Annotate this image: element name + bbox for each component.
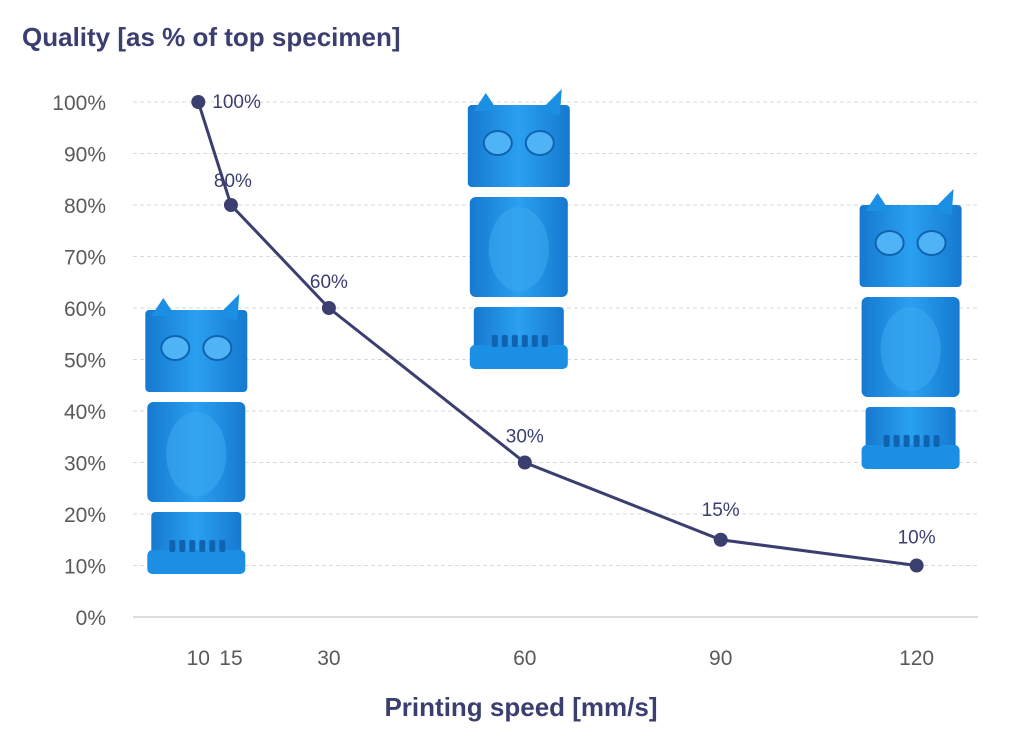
owl-specimen-60mms [467, 89, 570, 369]
owl-pedestal [861, 445, 960, 469]
data-point [223, 198, 238, 212]
owl-ear-left [473, 93, 498, 111]
y-tick-label: 60% [64, 298, 106, 321]
owl-eye-right [916, 230, 947, 256]
y-tick-label: 50% [64, 350, 106, 373]
owl-claw [923, 435, 930, 447]
x-tick-label: 15 [219, 647, 242, 670]
y-tick-label: 100% [52, 92, 106, 115]
owl-pedestal [469, 345, 568, 369]
y-tick-label: 80% [64, 195, 106, 218]
owl-belly [880, 307, 941, 391]
owl-belly [488, 207, 549, 291]
owl-head-panel [145, 310, 248, 392]
owl-claw [521, 335, 528, 347]
y-tick-label: 40% [64, 401, 106, 424]
data-point [713, 532, 728, 547]
x-tick-label: 120 [899, 647, 934, 670]
owl-claw [219, 540, 226, 552]
owl-head-panel [859, 205, 962, 287]
y-tick-label: 0% [76, 607, 106, 630]
owl-claw [169, 540, 176, 552]
owl-ear-right [217, 294, 240, 320]
owl-claw [209, 540, 216, 552]
owl-specimen-120mms [859, 189, 962, 469]
owl-ear-right [539, 89, 562, 115]
data-point [191, 95, 206, 109]
x-tick-labels: 10 15 30 60 90 120 [187, 647, 935, 670]
x-axis-label: Printing speed [mm/s] [384, 692, 657, 722]
y-tick-label: 20% [64, 504, 106, 527]
y-tick-label: 90% [64, 144, 106, 167]
owl-claw [501, 335, 508, 347]
series-line [196, 101, 917, 567]
owl-claw [883, 435, 890, 447]
data-points [191, 95, 924, 573]
owl-claw [189, 540, 196, 552]
x-tick-label: 30 [317, 647, 340, 670]
data-label: 15% [702, 500, 740, 521]
owl-eye-right [524, 130, 555, 156]
data-label: 10% [898, 528, 936, 549]
data-label: 100% [212, 92, 261, 113]
y-tick-label: 30% [64, 453, 106, 476]
owl-claw [199, 540, 206, 552]
owl-eye-right [202, 335, 233, 361]
data-point [517, 455, 532, 470]
owl-ear-right [931, 189, 954, 215]
owl-claw [893, 435, 900, 447]
x-tick-label: 60 [513, 647, 536, 670]
owl-claw [903, 435, 910, 447]
x-tick-label: 10 [187, 647, 210, 670]
owl-claw [541, 335, 548, 347]
y-tick-labels: 0% 10% 20% 30% 40% 50% 60% 70% 80% 90% 100% [52, 92, 106, 630]
owl-eye-left [482, 130, 513, 156]
owl-specimen-images [145, 89, 962, 574]
y-tick-label: 10% [64, 556, 106, 579]
owl-pedestal [147, 550, 246, 574]
owl-claw [491, 335, 498, 347]
y-tick-label: 70% [64, 247, 106, 270]
owl-ear-left [865, 193, 890, 211]
data-label: 30% [506, 427, 544, 448]
owl-eye-left [160, 335, 191, 361]
data-point [321, 301, 336, 315]
chart-title: Quality [as % of top specimen] [22, 22, 401, 52]
owl-claw [179, 540, 186, 552]
data-point [909, 558, 924, 573]
owl-claw [933, 435, 940, 447]
owl-head-panel [467, 105, 570, 187]
owl-claw [531, 335, 538, 347]
data-label: 80% [214, 171, 252, 192]
owl-ear-left [151, 298, 176, 316]
owl-claw [511, 335, 518, 347]
owl-specimen-10mms [145, 294, 248, 574]
x-tick-label: 90 [709, 647, 732, 670]
owl-eye-left [874, 230, 905, 256]
owl-belly [166, 412, 227, 496]
owl-claw [913, 435, 920, 447]
data-label: 60% [310, 272, 348, 293]
data-labels: 100% 80% 60% 30% 15% 10% [212, 92, 935, 549]
